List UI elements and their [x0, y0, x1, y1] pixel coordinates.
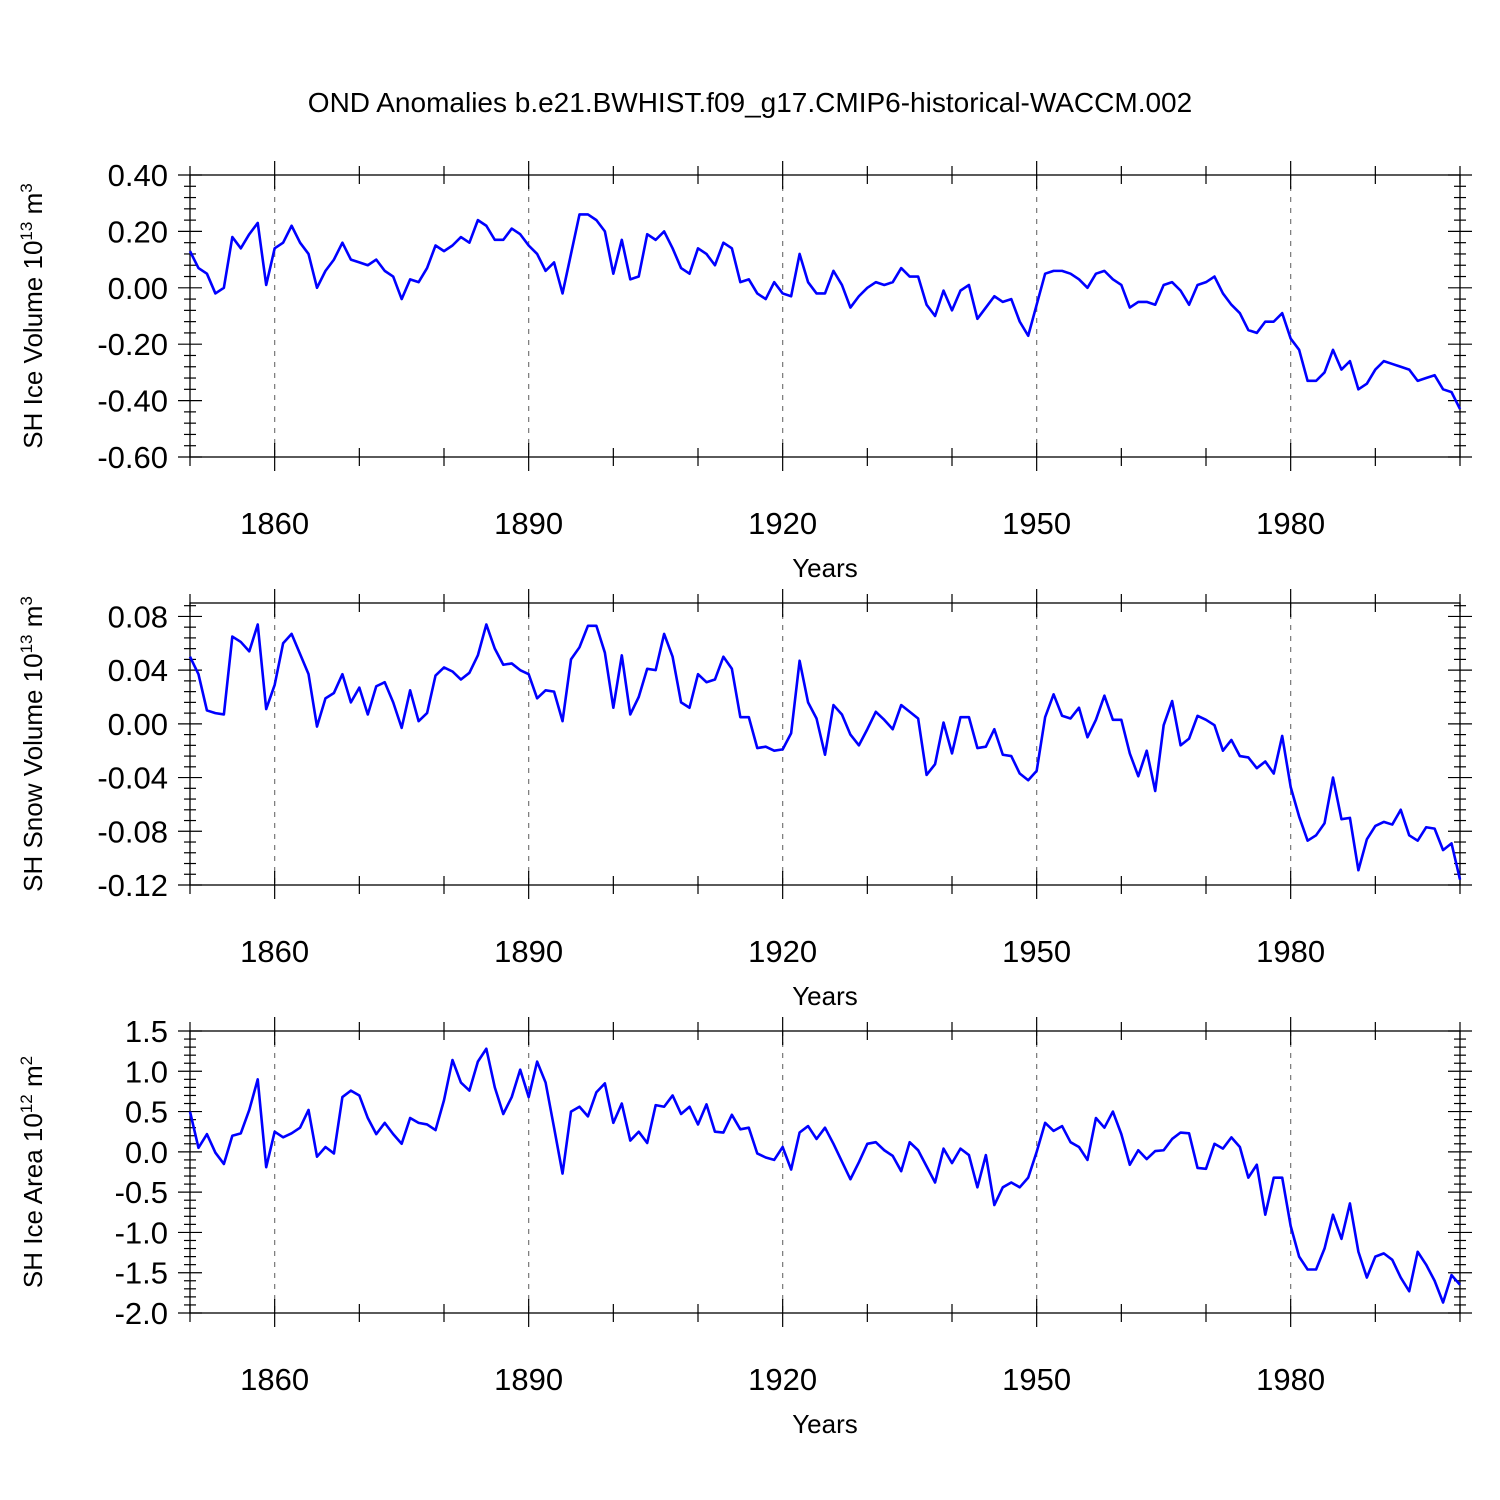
y-tick-label: 0.08 [108, 599, 168, 634]
y-tick-label: 0.04 [108, 653, 168, 688]
y-tick-label: -0.20 [97, 327, 168, 362]
x-tick-label: 1890 [494, 506, 563, 541]
plot-frame [189, 1030, 1461, 1314]
y-axis-label: SH Snow Volume 1013 m3 [17, 596, 48, 892]
y-tick-label: -0.60 [97, 440, 168, 475]
series-line [188, 1047, 1461, 1304]
x-tick-label: 1980 [1256, 506, 1325, 541]
x-tick-label: 1950 [1002, 934, 1071, 969]
x-tick-label: 1890 [494, 1362, 563, 1397]
x-tick-label: 1920 [748, 934, 817, 969]
panel-3: -2.0 -1.5 -1.0 -0.5 0.0 0.5 1.0 1.5 1860 1890 1920… [17, 1014, 1472, 1439]
panel-2: -0.12 -0.08 -0.04 0.00 0.04 0.08 1860 1890 1920 1… [17, 589, 1472, 1011]
plot-frame [189, 602, 1461, 886]
panel-1: -0.60 -0.40 -0.20 0.00 0.20 0.40 1860 1890 1920 1… [17, 158, 1472, 583]
y-tick-label: -0.40 [97, 384, 168, 419]
x-tick-label: 1890 [494, 934, 563, 969]
x-axis-label: Years [792, 981, 858, 1011]
x-tick-label: 1980 [1256, 1362, 1325, 1397]
y-tick-label: -0.5 [115, 1175, 168, 1210]
y-tick-label: 0.40 [108, 158, 168, 193]
x-tick-label: 1980 [1256, 934, 1325, 969]
x-axis-label: Years [792, 553, 858, 583]
series-line [188, 623, 1462, 880]
y-tick-label: 0.5 [125, 1095, 168, 1130]
x-axis-label: Years [792, 1409, 858, 1439]
y-tick-label: -0.08 [97, 814, 168, 849]
y-tick-label: -0.12 [97, 868, 168, 903]
y-tick-label: -1.0 [115, 1215, 168, 1250]
y-axis-label: SH Ice Area 1012 m2 [17, 1056, 48, 1288]
y-axis-label: SH Ice Volume 1013 m3 [17, 183, 48, 448]
x-tick-label: 1920 [748, 1362, 817, 1397]
y-tick-label: -1.5 [115, 1256, 168, 1291]
plot-frame [189, 174, 1461, 458]
y-tick-label: 1.5 [125, 1014, 168, 1049]
x-tick-label: 1860 [240, 1362, 309, 1397]
y-tick-label: 0.20 [108, 214, 168, 249]
x-tick-label: 1860 [240, 934, 309, 969]
x-tick-label: 1950 [1002, 506, 1071, 541]
x-tick-label: 1950 [1002, 1362, 1071, 1397]
panels: -0.60 -0.40 -0.20 0.00 0.20 0.40 1860 1890 1920 1… [17, 158, 1472, 1439]
y-tick-label: 0.00 [108, 271, 168, 306]
y-tick-label: 0.0 [125, 1135, 168, 1170]
y-tick-label: 1.0 [125, 1054, 168, 1089]
series-line [188, 213, 1462, 410]
y-tick-label: 0.00 [108, 707, 168, 742]
x-tick-label: 1920 [748, 506, 817, 541]
y-tick-label: -0.04 [97, 761, 168, 796]
y-tick-label: -2.0 [115, 1296, 168, 1331]
figure-title: OND Anomalies b.e21.BWHIST.f09_g17.CMIP6… [308, 87, 1192, 118]
x-tick-label: 1860 [240, 506, 309, 541]
